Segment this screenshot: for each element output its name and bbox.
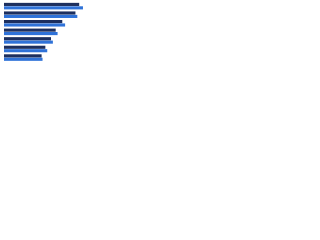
bar [4, 32, 58, 36]
bar [4, 57, 43, 61]
bar [4, 54, 42, 58]
bar [4, 23, 66, 27]
bar [4, 45, 46, 49]
bar [4, 49, 48, 53]
bar [4, 11, 76, 15]
bar [4, 2, 80, 6]
bar [4, 14, 78, 18]
bar [4, 28, 56, 32]
bar [4, 20, 63, 24]
bar [4, 37, 51, 41]
bar [4, 40, 53, 44]
chart [4, 2, 83, 61]
bar [4, 6, 83, 10]
